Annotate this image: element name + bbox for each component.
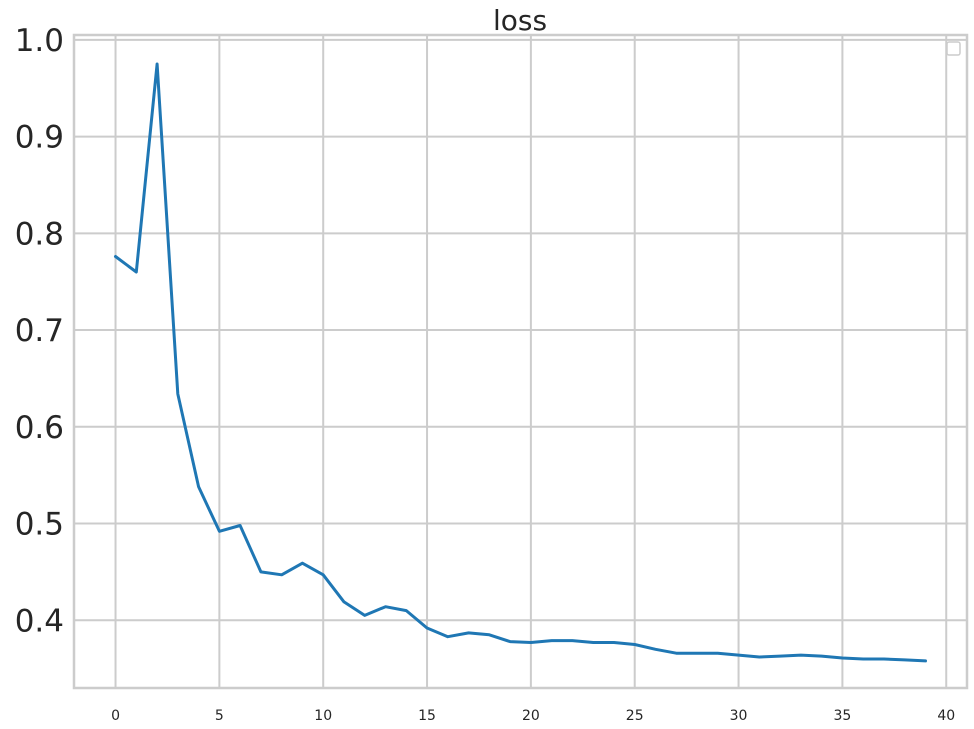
data-point	[861, 657, 865, 661]
x-tick-label: 25	[626, 708, 644, 724]
plot-frame	[72, 33, 969, 690]
data-point	[363, 613, 367, 617]
x-tick-label: 30	[730, 708, 748, 724]
data-point	[134, 270, 138, 274]
y-tick-labels: 0.4 0.5 0.6 0.7 0.8 0.9 1.0	[15, 23, 64, 639]
data-point	[529, 641, 533, 645]
y-tick-label: 0.8	[15, 216, 64, 252]
y-tick-label: 0.6	[15, 410, 64, 446]
data-point	[114, 255, 118, 259]
data-point	[446, 635, 450, 639]
data-point	[674, 651, 678, 655]
y-tick-label: 0.9	[15, 120, 64, 156]
data-point	[300, 561, 304, 565]
data-point	[550, 639, 554, 643]
data-point	[155, 62, 159, 66]
data-point	[820, 654, 824, 658]
data-point	[467, 631, 471, 635]
y-tick-label: 1.0	[15, 23, 64, 59]
x-tick-label: 20	[522, 708, 540, 724]
data-point	[903, 658, 907, 662]
y-tick-label: 0.7	[15, 313, 64, 349]
data-point	[342, 600, 346, 604]
data-point	[508, 640, 512, 644]
data-point	[280, 573, 284, 577]
x-tick-label: 35	[833, 708, 851, 724]
data-point	[840, 656, 844, 660]
x-tick-label: 40	[937, 708, 955, 724]
data-point	[487, 633, 491, 637]
y-tick-label: 0.4	[15, 603, 64, 639]
y-tick-label: 0.5	[15, 507, 64, 543]
data-point	[737, 653, 741, 657]
data-point	[384, 605, 388, 609]
legend-box	[946, 41, 961, 56]
x-tick-label: 5	[215, 708, 224, 724]
data-point	[217, 529, 221, 533]
data-point	[176, 392, 180, 396]
data-point	[654, 647, 658, 651]
loss-series-line	[114, 62, 927, 663]
data-point	[321, 573, 325, 577]
data-point	[197, 485, 201, 489]
x-tick-label: 10	[314, 708, 332, 724]
data-point	[404, 609, 408, 613]
chart-title: loss	[493, 4, 547, 37]
data-point	[778, 654, 782, 658]
data-point	[924, 659, 928, 663]
data-point	[570, 639, 574, 643]
data-point	[238, 524, 242, 528]
x-tick-labels: 0 5 10 15 20 25 30 35 40	[111, 708, 955, 724]
grid	[74, 35, 967, 688]
x-tick-label: 0	[111, 708, 120, 724]
data-point	[882, 657, 886, 661]
data-point	[757, 655, 761, 659]
series-layer	[114, 62, 928, 663]
data-point	[612, 641, 616, 645]
data-point	[633, 643, 637, 647]
data-point	[695, 651, 699, 655]
data-point	[259, 570, 263, 574]
data-point	[716, 651, 720, 655]
data-point	[425, 626, 429, 630]
data-point	[799, 653, 803, 657]
x-tick-label: 15	[418, 708, 436, 724]
data-point	[591, 641, 595, 645]
